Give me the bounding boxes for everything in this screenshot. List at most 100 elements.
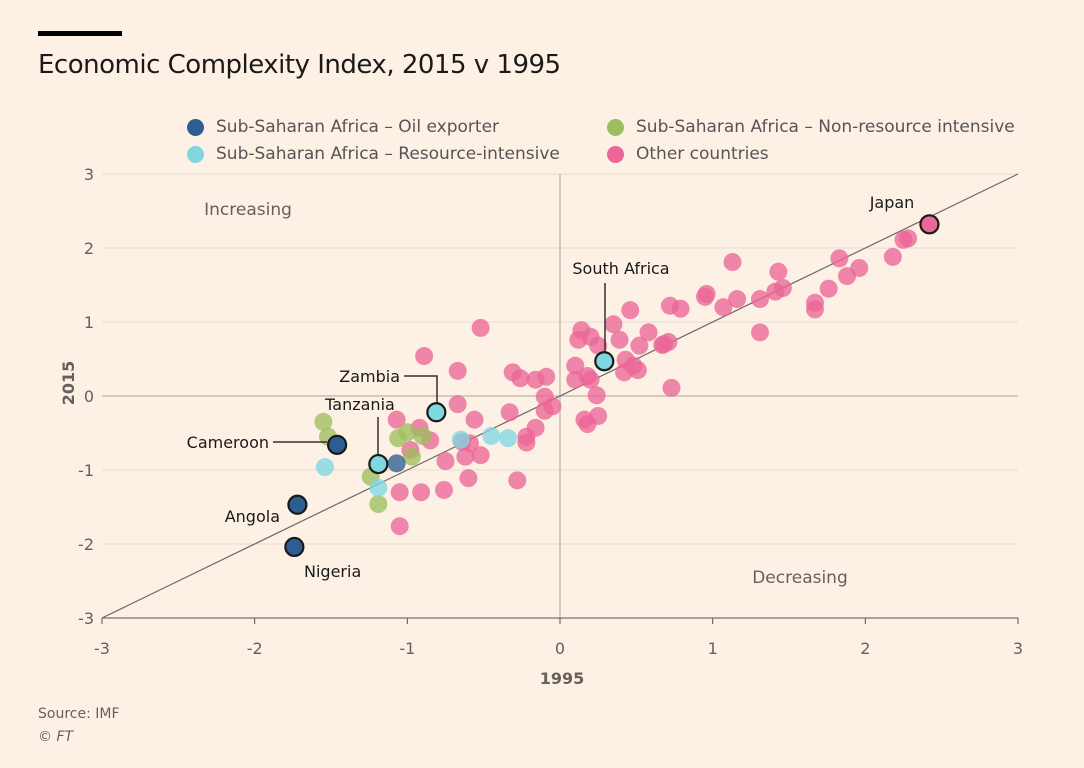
- data-point-other: [604, 315, 623, 334]
- data-point-other: [838, 267, 857, 286]
- highlighted-point: [594, 351, 615, 372]
- data-point-oil: [387, 454, 406, 473]
- data-point-other: [750, 323, 769, 342]
- legend-label: Sub-Saharan Africa – Non-resource intens…: [636, 117, 1015, 137]
- x-tick-label: 1: [708, 639, 718, 658]
- highlighted-point: [287, 494, 308, 515]
- data-point-other: [769, 262, 788, 281]
- data-point-other: [535, 387, 554, 406]
- data-point-resource: [499, 429, 518, 448]
- data-point-other: [899, 229, 918, 248]
- data-point-other: [830, 249, 849, 268]
- source-note: Source: IMF: [38, 706, 120, 722]
- data-point-other: [448, 395, 467, 414]
- x-tick-label: -3: [94, 639, 110, 658]
- data-point-other: [436, 452, 455, 471]
- legend-item-oil-exporter: Sub-Saharan Africa – Oil exporter: [187, 117, 499, 137]
- data-point-nonresource: [413, 426, 432, 445]
- y-tick-label: -2: [78, 535, 94, 554]
- y-tick-label: 0: [84, 387, 94, 406]
- data-point-other: [465, 410, 484, 429]
- y-tick-label: 2: [84, 239, 94, 258]
- data-point-other: [434, 480, 453, 499]
- country-label: South Africa: [572, 259, 669, 278]
- data-point-other: [615, 363, 634, 382]
- data-point-other: [883, 247, 902, 266]
- x-tick-label: -2: [247, 639, 263, 658]
- data-point-other: [387, 410, 406, 429]
- x-tick-label: 3: [1013, 639, 1023, 658]
- data-point-other: [526, 370, 545, 389]
- country-label: Angola: [225, 507, 280, 526]
- country-label: Zambia: [339, 367, 400, 386]
- x-tick-label: 2: [860, 639, 870, 658]
- data-point-other: [503, 363, 522, 382]
- data-point-other: [621, 301, 640, 320]
- x-tick-label: -1: [399, 639, 415, 658]
- x-axis-label: 1995: [540, 669, 585, 688]
- data-point-other: [508, 471, 527, 490]
- data-point-other: [639, 323, 658, 342]
- annotation-increasing: Increasing: [204, 200, 292, 220]
- data-point-other: [415, 347, 434, 366]
- legend-dot-icon: [187, 118, 204, 136]
- y-axis-label: 2015: [59, 361, 78, 406]
- data-point-other: [659, 332, 678, 351]
- data-point-nonresource: [314, 412, 333, 431]
- diagonal-line: [101, 173, 1019, 619]
- data-point-other: [819, 279, 838, 298]
- data-point-other: [587, 386, 606, 405]
- highlighted-point: [426, 402, 447, 423]
- legend-item-other: Other countries: [607, 144, 769, 164]
- data-point-other: [714, 298, 733, 317]
- credit: © FT: [38, 729, 74, 745]
- country-label: Tanzania: [324, 395, 395, 414]
- highlighted-point: [327, 434, 348, 455]
- legend-dot-icon: [607, 145, 624, 163]
- legend-dot-icon: [187, 145, 204, 163]
- data-point-other: [766, 282, 785, 301]
- data-point-resource: [315, 458, 334, 477]
- country-label: Cameroon: [187, 433, 269, 452]
- highlighted-point: [368, 453, 389, 475]
- title-accent-bar: [38, 31, 122, 36]
- data-point-other: [535, 401, 554, 420]
- data-point-resource: [369, 478, 388, 497]
- data-point-other: [517, 433, 536, 452]
- data-point-other: [630, 336, 649, 355]
- data-point-other: [412, 483, 431, 502]
- y-tick-label: 3: [84, 165, 94, 184]
- data-point-other: [471, 446, 490, 465]
- data-point-other: [448, 361, 467, 380]
- data-point-other: [805, 300, 824, 319]
- y-tick-label: -3: [78, 609, 94, 628]
- data-point-other: [390, 517, 409, 536]
- legend-dot-icon: [607, 118, 624, 136]
- country-label: Japan: [869, 193, 915, 212]
- legend-label: Sub-Saharan Africa – Oil exporter: [216, 117, 500, 137]
- data-point-other: [696, 287, 715, 306]
- legend-item-resource-intensive: Sub-Saharan Africa – Resource-intensive: [187, 144, 560, 164]
- data-point-other: [459, 469, 478, 488]
- data-point-other: [750, 290, 769, 309]
- annotation-decreasing: Decreasing: [752, 568, 848, 588]
- data-point-other: [471, 318, 490, 337]
- y-tick-label: -1: [78, 461, 94, 480]
- highlighted-point: [284, 536, 305, 558]
- data-point-other: [723, 253, 742, 272]
- data-point-resource: [482, 426, 501, 445]
- data-point-other: [581, 370, 600, 389]
- chart-title: Economic Complexity Index, 2015 v 1995: [38, 50, 561, 80]
- country-label: Nigeria: [304, 562, 361, 581]
- data-point-other: [500, 403, 519, 422]
- data-point-other: [566, 356, 585, 375]
- data-point-other: [589, 406, 608, 425]
- highlighted-point: [919, 214, 940, 235]
- data-point-other: [610, 330, 629, 349]
- data-point-nonresource: [402, 447, 421, 466]
- data-point-other: [390, 483, 409, 502]
- data-point-other: [662, 378, 681, 397]
- data-point-other: [728, 290, 747, 309]
- x-tick-label: 0: [555, 639, 565, 658]
